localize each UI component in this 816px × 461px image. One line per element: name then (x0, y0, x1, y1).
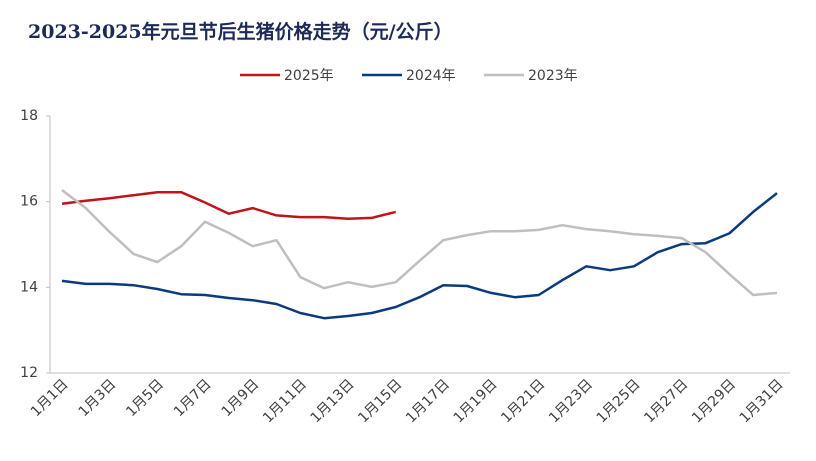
y-tick-label: 14 (20, 279, 38, 295)
x-tick-label: 1月1日 (28, 376, 72, 420)
x-tick-label: 1月21日 (498, 376, 548, 426)
x-tick-label: 1月7日 (171, 376, 215, 420)
x-tick-label: 1月11日 (260, 376, 310, 426)
series-line (61, 189, 778, 297)
y-tick-label: 12 (20, 365, 38, 381)
x-tick-label: 1月19日 (451, 376, 501, 426)
series-line (61, 190, 397, 221)
x-tick-label: 1月31日 (737, 376, 787, 426)
series-line (61, 192, 778, 320)
x-tick-label: 1月25日 (594, 376, 644, 426)
x-tick-label: 1月5日 (123, 376, 167, 420)
x-tick-label: 1月15日 (355, 376, 405, 426)
x-tick-label: 1月13日 (308, 376, 358, 426)
legend-label: 2024年 (406, 68, 456, 84)
y-tick-label: 16 (20, 194, 38, 210)
legend-label: 2023年 (528, 68, 578, 84)
x-tick-label: 1月29日 (689, 376, 739, 426)
y-tick-label: 18 (20, 108, 38, 124)
legend-label: 2025年 (284, 68, 334, 84)
x-tick-label: 1月23日 (546, 376, 596, 426)
x-tick-label: 1月9日 (219, 376, 263, 420)
x-tick-label: 1月27日 (641, 376, 691, 426)
x-tick-label: 1月17日 (403, 376, 453, 426)
x-tick-label: 1月3日 (76, 376, 120, 420)
chart-title: 2023-2025年元旦节后生猪价格走势（元/公斤） (28, 20, 453, 43)
